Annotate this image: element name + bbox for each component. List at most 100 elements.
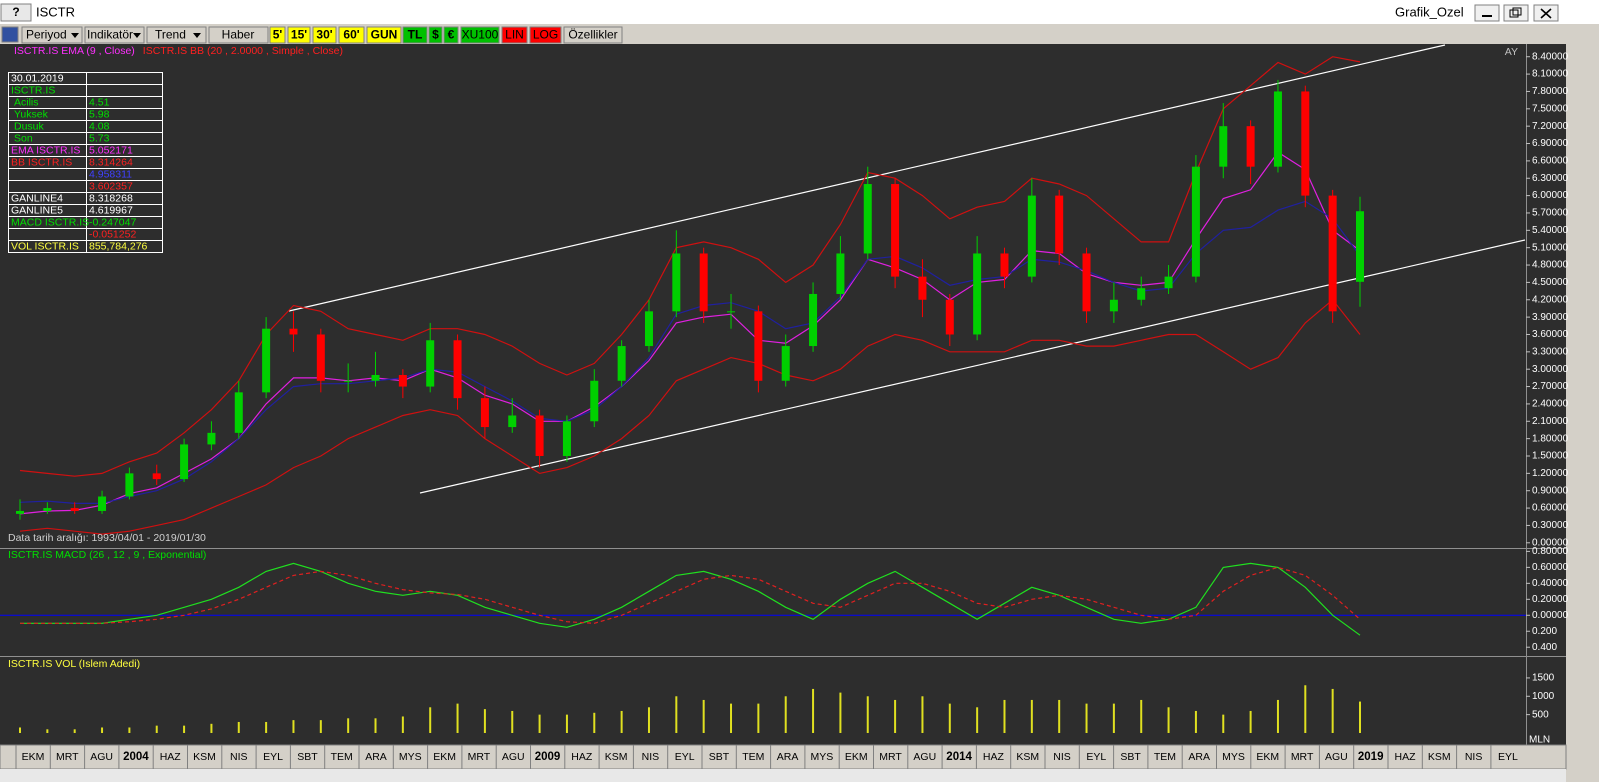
toolbar-button[interactable] <box>402 26 428 44</box>
y-tick-label: 5.40000 <box>1532 225 1569 236</box>
volume-bar <box>593 712 596 733</box>
toolbar-icon[interactable] <box>1 26 19 43</box>
date-label: EKM <box>845 751 868 763</box>
candle-body <box>508 415 517 428</box>
volume-bar <box>675 696 678 733</box>
toolbar-button[interactable] <box>529 26 562 44</box>
toolbar-button[interactable] <box>269 26 286 44</box>
date-label: NIS <box>1053 751 1071 763</box>
button-label: 5' <box>273 28 283 42</box>
date-label: KSM <box>605 751 628 763</box>
toolbar-button[interactable] <box>146 26 207 44</box>
restore-button[interactable] <box>1503 4 1529 22</box>
table-cell: MACD ISCTR.IS <box>11 216 89 228</box>
y-unit: MLN <box>1529 735 1550 746</box>
volume-bar <box>237 721 240 733</box>
volume-bar <box>456 703 459 733</box>
y-tick-label: 1.50000 <box>1532 451 1569 462</box>
volume-bar <box>1140 699 1143 733</box>
volume-bar <box>155 725 158 733</box>
volume-bar <box>1359 701 1361 733</box>
y-tick-label: 1.20000 <box>1532 468 1569 479</box>
candle-body <box>16 510 24 514</box>
toolbar-button[interactable] <box>208 26 269 44</box>
candle-body <box>699 253 708 312</box>
toolbar-buttons: Periyod Indikatör Trend Haber 5' 15' 30'… <box>21 26 623 44</box>
table-cell: EMA ISCTR.IS <box>11 144 80 156</box>
candle-body <box>809 293 818 347</box>
button-label: Periyod <box>26 28 67 42</box>
y-tick-label: 7.20000 <box>1532 121 1569 132</box>
candle-body <box>262 328 271 393</box>
volume-bar <box>1331 688 1334 733</box>
volume-bar <box>210 723 213 733</box>
date-label: MYS <box>811 751 834 763</box>
toolbar-button[interactable] <box>428 26 443 44</box>
toolbar-button[interactable] <box>312 26 337 44</box>
trend-line[interactable] <box>288 44 1446 312</box>
window-title: ISCTR <box>36 4 75 19</box>
trend-line[interactable] <box>419 239 1526 494</box>
help-button[interactable] <box>0 3 32 22</box>
toolbar-button[interactable] <box>563 26 623 44</box>
toolbar-button[interactable] <box>21 26 83 44</box>
dropdown-arrow <box>133 33 141 38</box>
candle-body <box>70 508 79 511</box>
candle-body <box>180 444 189 480</box>
title-bar <box>0 0 1599 24</box>
y-tick-label: 2.70000 <box>1532 381 1569 392</box>
table-frame <box>8 72 163 253</box>
toolbar-button[interactable] <box>501 26 528 44</box>
volume-bar <box>538 714 541 733</box>
candle-body <box>945 299 954 335</box>
button-label: Trend <box>155 28 186 42</box>
date-labels: EKM MRT AGU 2004 HAZ KSM NIS EYL SBT TEM ARA MYS EKM… <box>15 745 1518 769</box>
volume-bar <box>1112 703 1115 733</box>
table-row-lines <box>8 84 163 241</box>
date-label: MRT <box>468 751 491 763</box>
volume-bar <box>374 718 377 733</box>
y-tick-label: 6.60000 <box>1532 156 1569 167</box>
date-label: EYL <box>1498 751 1518 763</box>
volume-bar <box>1222 714 1225 733</box>
toolbar-button[interactable] <box>84 26 145 44</box>
table-cell: Son <box>14 132 33 144</box>
toolbar-button[interactable] <box>460 26 500 44</box>
date-axis <box>0 744 1567 770</box>
table-cell: Acilis <box>14 96 39 108</box>
candle-body <box>43 508 52 511</box>
volume-bar <box>1249 710 1252 733</box>
y-tick-label: 2.10000 <box>1532 416 1569 427</box>
candle-body <box>1164 276 1173 289</box>
toolbar-button[interactable] <box>287 26 311 44</box>
button-label: € <box>448 28 455 42</box>
y-tick-label: 3.30000 <box>1532 346 1569 357</box>
button-label: 60' <box>343 28 359 42</box>
y-tick-label: 8.10000 <box>1532 69 1569 80</box>
date-label: HAZ <box>571 751 593 763</box>
volume-bar <box>183 725 186 733</box>
toolbar-button[interactable] <box>338 26 365 44</box>
toolbar-button[interactable] <box>443 26 459 44</box>
button-label: $ <box>432 28 439 42</box>
date-label: HAZ <box>1395 751 1417 763</box>
date-label: MRT <box>56 751 79 763</box>
toolbar-button[interactable] <box>366 26 402 44</box>
minimize-button[interactable] <box>1474 4 1500 22</box>
candle-body <box>98 496 107 511</box>
y-tick-label: 4.50000 <box>1532 277 1569 288</box>
volume-bar <box>483 709 486 733</box>
y-tick-label: 1500 <box>1532 673 1555 684</box>
table-cell: GANLINE5 <box>11 204 63 216</box>
scrollbar[interactable] <box>0 769 1566 782</box>
date-label: EKM <box>433 751 456 763</box>
table-cell: 8.318268 <box>89 192 133 204</box>
candle-body <box>590 380 599 422</box>
y-tick-label: 0.90000 <box>1532 485 1569 496</box>
candle-body <box>644 311 653 347</box>
volume-bar <box>429 707 432 733</box>
volume-bar <box>647 707 650 733</box>
y-tick-label: 6.90000 <box>1532 138 1569 149</box>
y-tick-label: 0.60000 <box>1532 562 1569 573</box>
